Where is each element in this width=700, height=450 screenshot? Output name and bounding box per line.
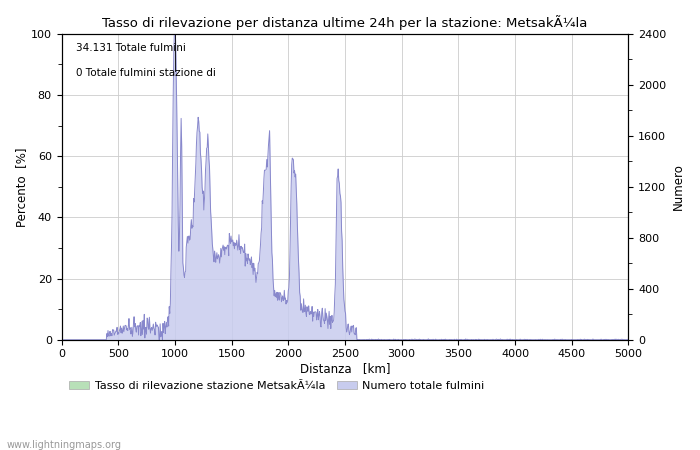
X-axis label: Distanza   [km]: Distanza [km] xyxy=(300,362,390,375)
Text: www.lightningmaps.org: www.lightningmaps.org xyxy=(7,440,122,450)
Title: Tasso di rilevazione per distanza ultime 24h per la stazione: MetsakÃ¼la: Tasso di rilevazione per distanza ultime… xyxy=(102,15,588,30)
Legend: Tasso di rilevazione stazione MetsakÃ¼la, Numero totale fulmini: Tasso di rilevazione stazione MetsakÃ¼la… xyxy=(65,377,489,396)
Y-axis label: Percento  [%]: Percento [%] xyxy=(15,147,28,227)
Text: 34.131 Totale fulmini: 34.131 Totale fulmini xyxy=(76,43,186,53)
Y-axis label: Numero: Numero xyxy=(672,163,685,210)
Text: 0 Totale fulmini stazione di: 0 Totale fulmini stazione di xyxy=(76,68,216,77)
